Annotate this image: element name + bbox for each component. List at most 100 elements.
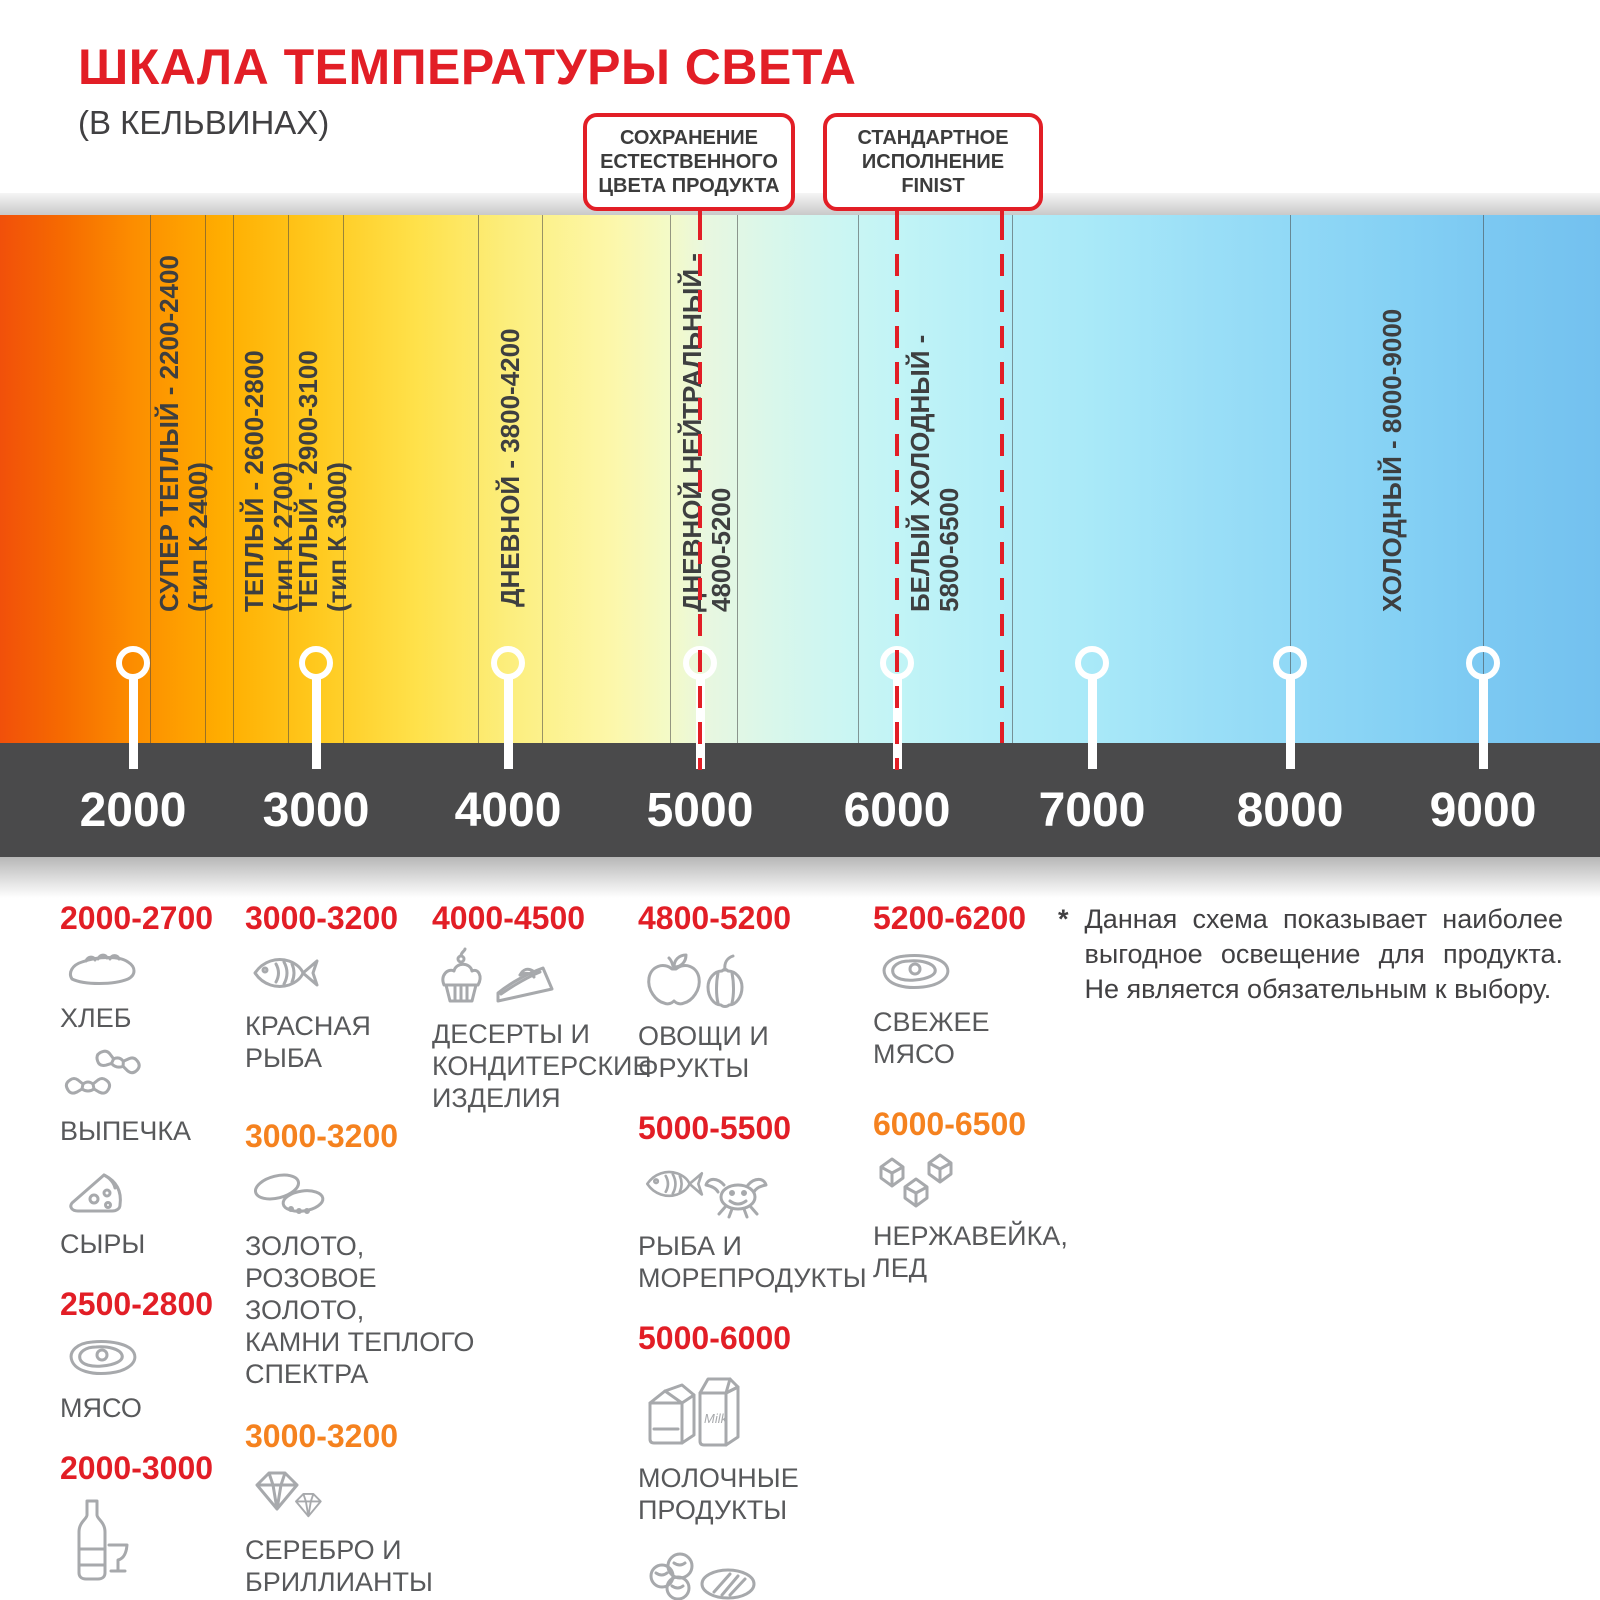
range-heading: 3000-3200	[245, 1118, 399, 1154]
product-item: ВЫПЕЧКА	[60, 1048, 240, 1147]
product-label: ОВОЩИ И ФРУКТЫ	[638, 1021, 769, 1083]
product-item: КРАСНАЯ РЫБА	[245, 947, 435, 1074]
marker-ring	[491, 646, 525, 680]
callout-line: ИСПОЛНЕНИЕ	[861, 151, 1005, 173]
segment-divider	[858, 215, 859, 743]
marker-stem	[1087, 677, 1097, 769]
axis-tick: 4000	[454, 784, 562, 837]
product-label: МОЛОЧНЫЕ ПРОДУКТЫ	[638, 1463, 799, 1525]
dashed-line-6500	[1000, 218, 1004, 743]
segment-divider	[1290, 215, 1291, 743]
alcohol-icon	[64, 1497, 240, 1594]
segment-divider	[478, 215, 479, 743]
product-group: 3000-3200 КРАСНАЯ РЫБА	[245, 900, 435, 1074]
footnote-asterisk: *	[1058, 904, 1069, 934]
fruits-vegetables-icon	[642, 947, 873, 1014]
callout-line: СОХРАНЕНИЕ	[619, 127, 759, 149]
scale-marker-9000	[1466, 646, 1500, 769]
product-item: РЫБА И МОРЕПРОДУКТЫ	[638, 1157, 873, 1294]
product-group: 5000-5500 РЫБА И МОРЕПРОДУКТЫ	[638, 1110, 873, 1294]
diamonds-icon	[249, 1465, 435, 1528]
dashed-line-5000	[698, 218, 702, 770]
seafood-icon	[642, 1157, 873, 1224]
segment-label-warm-3000: ТЕПЛЫЙ - 2900-3100 (тип К 3000)	[293, 350, 352, 612]
product-label: КРАСНАЯ РЫБА	[245, 1011, 371, 1073]
page-subtitle: (В КЕЛЬВИНАХ)	[78, 104, 330, 141]
callout-line: FINIST	[901, 175, 965, 197]
fresh-meat-icon	[877, 947, 1073, 1000]
product-item: СВЕЖЕЕ МЯСО	[873, 947, 1073, 1070]
page-title: ШКАЛА ТЕМПЕРАТУРЫ СВЕТА	[78, 39, 857, 95]
marker-ring	[299, 646, 333, 680]
product-label: ХЛЕБ	[60, 1003, 132, 1033]
product-column-5: 5200-6200 СВЕЖЕЕ МЯСО 6000-6500 НЕРЖАВЕЙ…	[873, 900, 1073, 1310]
range-heading: 5000-5500	[638, 1110, 792, 1146]
range-heading: 2500-2800	[60, 1286, 214, 1322]
callout-line: ЕСТЕСТВЕННОГО	[600, 151, 778, 173]
temperature-gradient-band	[0, 215, 1600, 743]
product-item: НЕРЖАВЕЙКА, ЛЕД	[873, 1153, 1073, 1284]
product-label: СЕРЕБРО И БРИЛЛИАНТЫ	[245, 1535, 433, 1597]
segment-label-cold: ХОЛОДНЫЙ - 8000-9000	[1377, 308, 1407, 612]
axis-tick: 8000	[1236, 784, 1344, 837]
product-group: 4800-5200 ОВОЩИ И ФРУКТЫ	[638, 900, 873, 1084]
fish-icon	[249, 947, 435, 1004]
axis-tick: 6000	[843, 784, 951, 837]
cheese-icon	[64, 1161, 240, 1222]
axis-tick: 7000	[1038, 784, 1146, 837]
marker-ring	[1466, 646, 1500, 680]
product-group: 5200-6200 СВЕЖЕЕ МЯСО	[873, 900, 1073, 1070]
product-label: МЯСО	[60, 1393, 142, 1423]
rings-icon	[249, 1165, 435, 1224]
product-item: СЕРЕБРО И БРИЛЛИАНТЫ	[245, 1465, 435, 1598]
scale-marker-3000	[299, 646, 333, 769]
header: ШКАЛА ТЕМПЕРАТУРЫ СВЕТА (В КЕЛЬВИНАХ)	[78, 38, 856, 142]
range-heading: 5000-6000	[638, 1320, 792, 1356]
product-label: НЕРЖАВЕЙКА, ЛЕД	[873, 1221, 1068, 1283]
dairy-icon: Milk	[642, 1367, 873, 1456]
product-item: ДЕСЕРТЫ И КОНДИТЕРСКИЕ ИЗДЕЛИЯ	[432, 947, 651, 1114]
segment-divider	[233, 215, 234, 743]
range-heading: 6000-6500	[873, 1106, 1027, 1142]
callout-line: ЦВЕТА ПРОДУКТА	[598, 175, 780, 197]
segment-label-daylight-neutral: ДНЕВНОЙ НЕЙТРАЛЬНЫЙ - 4800-5200	[677, 253, 736, 612]
product-label: ЗОЛОТО, РОЗОВОЕ ЗОЛОТО, КАМНИ ТЕПЛОГО СП…	[245, 1231, 475, 1389]
product-label: РЫБА И МОРЕПРОДУКТЫ	[638, 1231, 867, 1293]
band-top-shadow	[0, 193, 1600, 215]
product-group: 6000-6500 НЕРЖАВЕЙКА, ЛЕД	[873, 1106, 1073, 1284]
marker-stem	[128, 677, 138, 769]
segment-divider	[288, 215, 289, 743]
axis-bottom-shadow	[0, 857, 1600, 905]
segment-divider	[670, 215, 671, 743]
range-heading: 3000-3200	[245, 1418, 399, 1454]
frozen-food-icon	[642, 1546, 873, 1600]
product-column-3: 4000-4500 ДЕСЕРТЫ И КОНДИТЕРСКИЕ ИЗДЕЛИЯ	[432, 900, 651, 1140]
callout-finist-standard: СТАНДАРТНОЕ ИСПОЛНЕНИЕ FINIST	[823, 113, 1043, 211]
segment-label-daylight: ДНЕВНОЙ - 3800-4200	[495, 328, 525, 607]
segment-divider	[737, 215, 738, 743]
segment-divider	[1012, 215, 1013, 743]
svg-text:Milk: Milk	[704, 1411, 729, 1426]
product-group: 2500-2800 МЯСО	[60, 1286, 240, 1424]
croissant-icon	[64, 1048, 240, 1109]
segment-divider	[542, 215, 543, 743]
product-item: СЫРЫ	[60, 1161, 240, 1260]
segment-label-warm-2700: ТЕПЛЫЙ - 2600-2800 (тип К 2700)	[239, 350, 298, 612]
range-heading: 2000-2700	[60, 900, 214, 936]
segment-divider	[150, 215, 151, 743]
callout-natural-color: СОХРАНЕНИЕ ЕСТЕСТВЕННОГО ЦВЕТА ПРОДУКТА	[583, 113, 795, 211]
range-heading: 3000-3200	[245, 900, 399, 936]
product-item: ЗОЛОТО, РОЗОВОЕ ЗОЛОТО, КАМНИ ТЕПЛОГО СП…	[245, 1165, 474, 1390]
product-item: ОВОЩИ И ФРУКТЫ	[638, 947, 873, 1084]
range-heading: 5200-6200	[873, 900, 1027, 936]
marker-stem	[1285, 677, 1295, 769]
footnote: * Данная схема показывает наиболее выгод…	[1058, 902, 1563, 1007]
axis-tick: 5000	[646, 784, 754, 837]
product-column-4: 4800-5200 ОВОЩИ И ФРУКТЫ 5000-5500 РЫБА …	[638, 900, 873, 1600]
product-label: ДЕСЕРТЫ И КОНДИТЕРСКИЕ ИЗДЕЛИЯ	[432, 1019, 651, 1113]
product-item: ХЛЕБ	[60, 947, 240, 1034]
axis-tick: 3000	[262, 784, 370, 837]
product-column-2: 3000-3200 КРАСНАЯ РЫБА 3000-3200 ЗОЛОТО,…	[245, 900, 474, 1600]
scale-marker-2000	[116, 646, 150, 769]
